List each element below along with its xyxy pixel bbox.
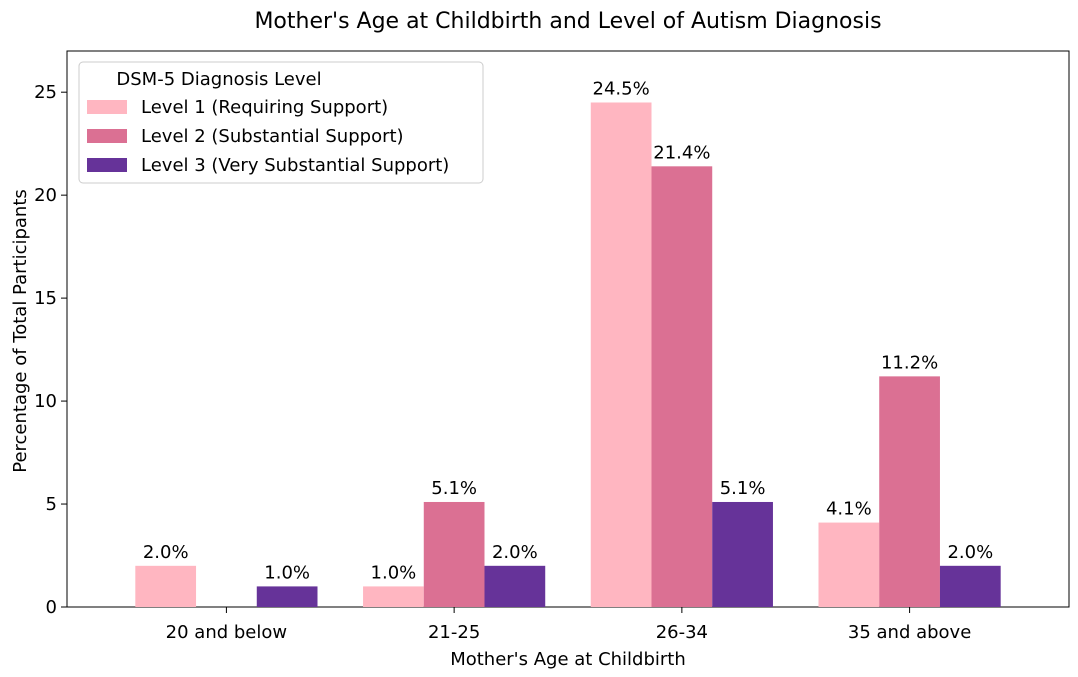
bar xyxy=(712,501,773,607)
data-label: 5.1% xyxy=(720,478,766,499)
plot-frame xyxy=(66,50,1070,608)
y-axis-title: Percentage of Total Participants xyxy=(10,189,31,473)
legend-label: Level 1 (Requiring Support) xyxy=(141,97,388,118)
y-tick-label: 0 xyxy=(46,597,57,618)
data-label: 11.2% xyxy=(881,352,938,373)
bar xyxy=(256,586,318,607)
legend-swatch xyxy=(87,100,127,114)
data-label: 24.5% xyxy=(593,78,650,99)
chart-title: Mother's Age at Childbirth and Level of … xyxy=(254,9,881,34)
legend: DSM-5 Diagnosis Level Level 1 (Requiring … xyxy=(78,61,484,184)
data-label: 2.0% xyxy=(947,542,993,563)
bar xyxy=(939,565,1001,607)
data-label: 5.1% xyxy=(431,478,477,499)
bar xyxy=(423,501,485,607)
x-tick-label: 20 and below xyxy=(166,622,287,643)
y-tick-label: 15 xyxy=(34,288,57,309)
y-tick-label: 5 xyxy=(46,494,57,515)
legend-swatch xyxy=(87,158,127,172)
bar xyxy=(484,565,546,607)
x-tick-label: 26-34 xyxy=(656,622,708,643)
bar xyxy=(135,565,197,607)
bar xyxy=(879,376,940,607)
legend-box xyxy=(78,61,484,184)
y-tick-label: 25 xyxy=(34,82,57,103)
bar xyxy=(363,586,424,607)
data-label: 2.0% xyxy=(143,542,189,563)
data-label: 21.4% xyxy=(653,142,710,163)
legend-title: DSM-5 Diagnosis Level xyxy=(116,69,321,90)
x-axis-title: Mother's Age at Childbirth xyxy=(450,649,686,670)
data-label: 4.1% xyxy=(826,499,872,520)
x-tick-label: 21-25 xyxy=(428,622,480,643)
bar xyxy=(818,522,880,607)
legend-label: Level 3 (Very Substantial Support) xyxy=(141,155,449,176)
legend-label: Level 2 (Substantial Support) xyxy=(141,126,404,147)
data-label: 1.0% xyxy=(264,562,310,583)
bar xyxy=(651,166,713,607)
y-tick-label: 10 xyxy=(34,391,57,412)
data-label: 2.0% xyxy=(492,542,538,563)
y-tick-label: 20 xyxy=(34,185,57,206)
bar xyxy=(590,102,652,608)
data-label: 1.0% xyxy=(371,562,417,583)
legend-swatch xyxy=(87,129,127,143)
x-tick-label: 35 and above xyxy=(848,622,971,643)
